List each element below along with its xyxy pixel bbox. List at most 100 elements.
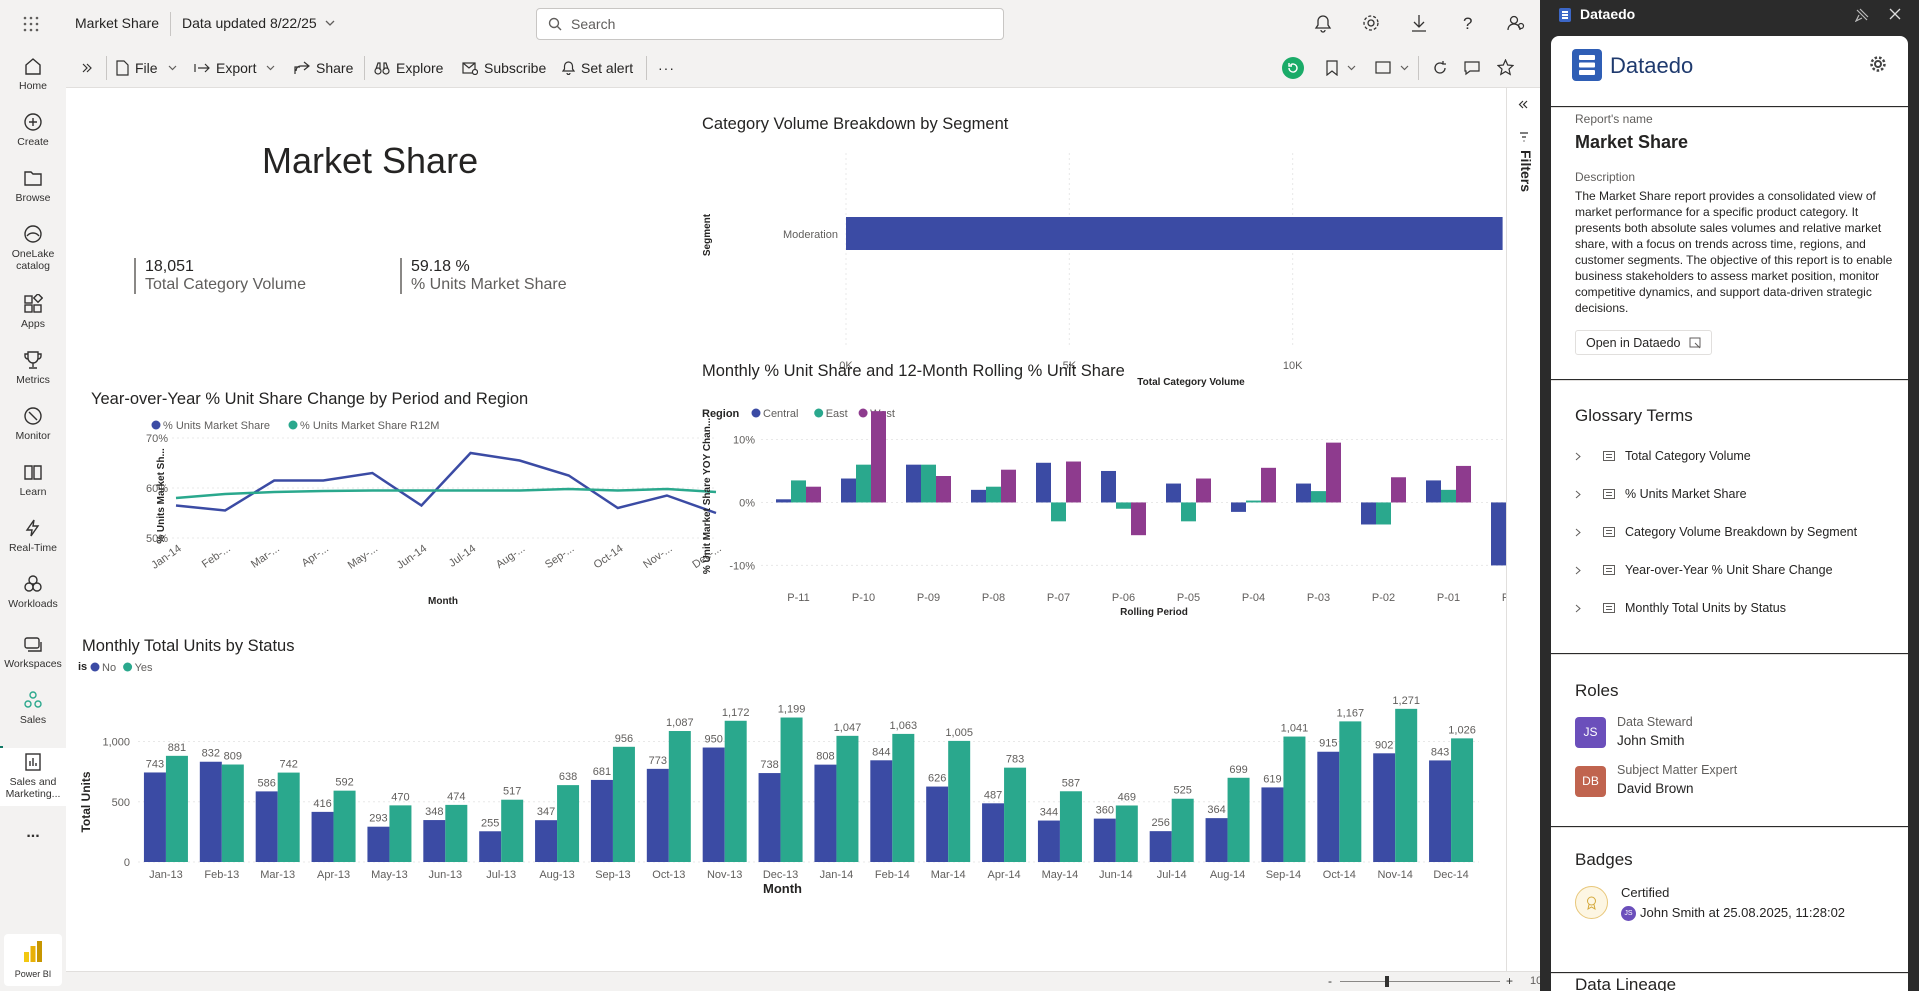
bar — [612, 746, 635, 862]
data-label: 902 — [1375, 739, 1393, 751]
glossary-item[interactable]: % Units Market Share — [1575, 487, 1747, 501]
kpi-total-category-volume[interactable]: 18,051 Total Category Volume — [134, 258, 306, 294]
more-options-button[interactable]: ··· — [658, 48, 675, 88]
x-tick-label: Jul-13 — [486, 869, 516, 881]
nav-metrics[interactable]: Metrics — [0, 350, 66, 386]
yoy-line-chart[interactable]: % Units Market Share % Units Market Share… — [74, 414, 734, 704]
chevron-down-icon[interactable] — [1347, 65, 1356, 71]
rolling-bar-chart[interactable]: RegionCentralEastWest-10%0%10%P-11P-10P-… — [696, 386, 1546, 706]
bar — [1051, 502, 1066, 522]
help-icon[interactable]: ? — [1460, 14, 1476, 32]
lightning-icon — [25, 519, 40, 537]
nav-realtime[interactable]: Real-Time — [0, 518, 66, 554]
explore-button[interactable]: Explore — [374, 48, 443, 88]
subscribe-button[interactable]: Subscribe — [462, 48, 546, 88]
expand-icon[interactable] — [81, 62, 93, 74]
comment-icon[interactable] — [1464, 60, 1480, 76]
bar — [1373, 753, 1396, 862]
subscribe-label: Subscribe — [484, 60, 547, 76]
dataedo-logo-text: Dataedo — [1610, 53, 1694, 78]
workspaces-icon — [24, 637, 42, 652]
role-person[interactable]: John Smith — [1617, 733, 1685, 748]
nav-home[interactable]: Home — [0, 56, 66, 92]
monthly-units-chart[interactable]: is No Yes 0 500 1,000 743 881 Jan-13 832 809 Feb-13… — [74, 660, 1494, 960]
close-icon[interactable] — [1889, 8, 1901, 20]
glossary-item[interactable]: Total Category Volume — [1575, 449, 1751, 463]
glossary-item-label: % Units Market Share — [1625, 487, 1747, 501]
zoom-slider-handle[interactable] — [1385, 976, 1389, 987]
bar — [1037, 820, 1060, 862]
zoom-slider[interactable] — [1340, 981, 1500, 982]
refresh-icon[interactable] — [1432, 60, 1448, 76]
nav-create[interactable]: Create — [0, 112, 66, 148]
app-launcher-icon[interactable] — [23, 16, 39, 32]
explore-label: Explore — [396, 60, 444, 76]
zoom-in-button[interactable]: + — [1506, 974, 1514, 988]
y-tick-label: 1,000 — [102, 737, 130, 749]
settings-icon[interactable] — [1869, 55, 1887, 73]
description-text: The Market Share report provides a conso… — [1575, 189, 1893, 315]
nav-sales-marketing[interactable]: Sales and Marketing... — [0, 748, 66, 806]
view-icon[interactable] — [1375, 61, 1391, 74]
lineage-title: Data Lineage — [1575, 975, 1677, 991]
chevron-down-icon[interactable] — [1400, 65, 1409, 71]
search-icon — [548, 17, 562, 31]
download-icon[interactable] — [1411, 14, 1427, 32]
file-menu[interactable]: File — [116, 48, 183, 88]
nav-browse-label: Browse — [15, 192, 51, 204]
data-updated-dropdown[interactable]: Data updated 8/22/25 — [182, 15, 335, 31]
segment-bar-chart[interactable]: 0K5K10K15KModerationTotal Category Volum… — [696, 143, 1536, 423]
search-box[interactable]: Search — [536, 8, 1004, 40]
svg-text:?: ? — [1463, 14, 1472, 32]
bar — [423, 820, 446, 862]
collapse-icon[interactable] — [1518, 100, 1528, 109]
bookmark-icon[interactable] — [1326, 60, 1338, 76]
zoom-out-button[interactable]: - — [1328, 974, 1332, 988]
kpi-units-market-share[interactable]: 59.18 % % Units Market Share — [400, 258, 567, 294]
powerbi-switcher[interactable]: Power BI — [4, 934, 62, 986]
y-tick-label: 0 — [124, 857, 130, 869]
bar — [1181, 502, 1196, 522]
open-in-dataedo-button[interactable]: Open in Dataedo — [1575, 330, 1712, 355]
glossary-item[interactable]: Monthly Total Units by Status — [1575, 601, 1786, 615]
folder-icon — [24, 171, 42, 186]
x-tick-label: Nov-... — [641, 543, 674, 571]
account-icon[interactable] — [1507, 14, 1525, 32]
glossary-item[interactable]: Category Volume Breakdown by Segment — [1575, 525, 1857, 539]
nav-workspaces[interactable]: Workspaces — [0, 634, 66, 670]
nav-browse[interactable]: Browse — [0, 168, 66, 204]
glossary-item[interactable]: Year-over-Year % Unit Share Change — [1575, 563, 1833, 577]
legend-label: East — [826, 408, 848, 420]
bar — [702, 747, 725, 862]
nav-monitor[interactable]: Monitor — [0, 406, 66, 442]
role-person[interactable]: David Brown — [1617, 781, 1694, 796]
badge-avatar: JS — [1621, 906, 1636, 921]
report-title-header[interactable]: Market Share — [75, 15, 160, 31]
nav-onelake[interactable]: OneLake catalog — [0, 224, 66, 272]
set-alert-button[interactable]: Set alert — [562, 48, 633, 88]
nav-create-label: Create — [17, 136, 49, 148]
nav-apps[interactable]: Apps — [0, 294, 66, 330]
nav-workloads[interactable]: Workloads — [0, 574, 66, 610]
bell-icon[interactable] — [1314, 14, 1332, 34]
chart-title-segment: Category Volume Breakdown by Segment — [702, 115, 1009, 133]
refresh-visuals-icon[interactable] — [1282, 57, 1304, 79]
nav-more[interactable]: ... — [0, 824, 66, 842]
x-tick-label: P-09 — [917, 592, 940, 604]
export-menu[interactable]: Export — [194, 48, 281, 88]
share-button[interactable]: Share — [294, 48, 353, 88]
search-input[interactable]: Search — [571, 16, 616, 32]
nav-learn[interactable]: Learn — [0, 462, 66, 498]
filters-pane[interactable]: Filters — [1506, 88, 1540, 971]
bar — [1339, 721, 1362, 862]
star-icon[interactable] — [1497, 59, 1514, 76]
data-label: 738 — [760, 759, 778, 771]
chevron-right-icon — [1575, 490, 1581, 498]
x-tick-label: Aug-... — [494, 543, 527, 571]
unpin-icon[interactable] — [1855, 8, 1869, 22]
x-tick-label: May-13 — [371, 869, 408, 881]
divider — [1418, 56, 1419, 80]
glossary-item-label: Total Category Volume — [1625, 449, 1751, 463]
gear-icon[interactable] — [1362, 14, 1380, 32]
nav-sales[interactable]: Sales — [0, 690, 66, 726]
